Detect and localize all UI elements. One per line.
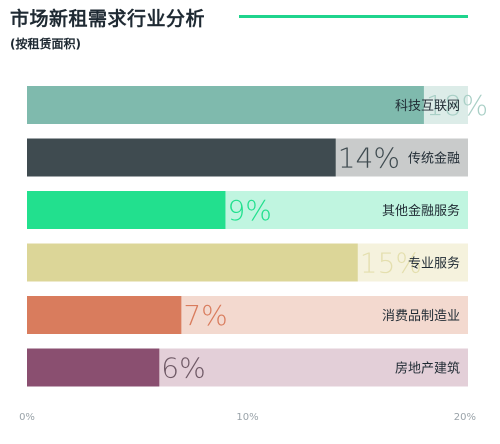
category-label: 房地产建筑 xyxy=(395,361,460,377)
title-accent-line xyxy=(239,15,468,18)
bar-value-label: 14% xyxy=(338,142,400,175)
category-label: 专业服务 xyxy=(408,256,460,272)
bar xyxy=(27,191,226,229)
bar-value-label: 9% xyxy=(227,194,271,227)
bar xyxy=(27,138,336,177)
x-tick-label: 0% xyxy=(19,412,35,423)
category-label: 科技互联网 xyxy=(395,99,460,114)
bar-value-label: 6% xyxy=(161,352,205,385)
x-tick-label: 20% xyxy=(454,412,476,423)
bar-value-label: 7% xyxy=(183,299,227,332)
bar xyxy=(27,86,424,124)
bar xyxy=(27,348,160,387)
bar-value-label: 15% xyxy=(360,247,422,280)
chart-title: 市场新租需求行业分析 xyxy=(10,8,206,30)
bar-value-label: 18% xyxy=(426,89,488,122)
bar xyxy=(27,243,358,282)
chart-subtitle: (按租赁面积) xyxy=(10,37,81,51)
category-label: 消费品制造业 xyxy=(382,309,460,324)
category-label: 传统金融 xyxy=(408,151,460,167)
bar xyxy=(27,296,182,334)
category-label: 其他金融服务 xyxy=(382,203,460,219)
x-tick-label: 10% xyxy=(236,412,258,423)
